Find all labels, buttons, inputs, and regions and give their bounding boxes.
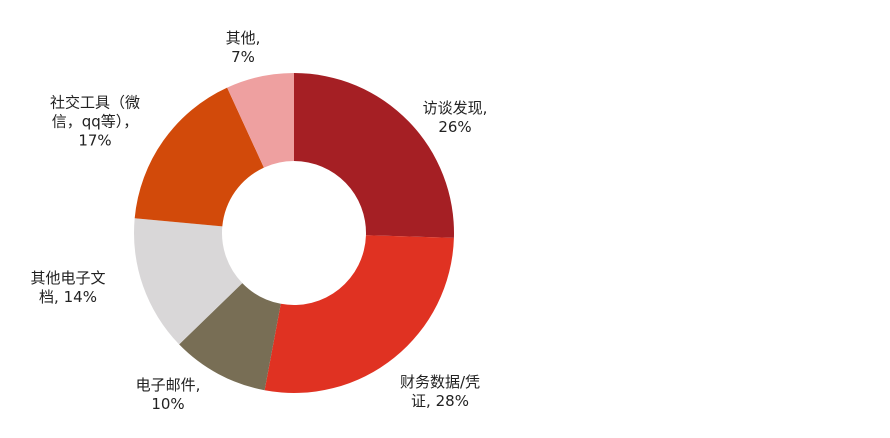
value-label: 7% [231, 48, 255, 66]
slice-label: 访谈发现, 26% [415, 99, 495, 137]
category-label: 社交工具（微信，qq等）， [49, 93, 140, 131]
value-label: 10% [151, 395, 185, 413]
donut-slice [134, 87, 264, 227]
category-label: 其他, [225, 29, 261, 47]
slice-label: 电子邮件, 10% [126, 376, 211, 414]
value-label: 17% [78, 131, 112, 150]
slice-label: 社交工具（微信，qq等）， 17% [36, 94, 154, 151]
donut-slice [294, 73, 454, 238]
value-label: 28% [435, 392, 469, 410]
slice-label: 其他电子文档, 14% [28, 269, 108, 307]
donut-slice [179, 283, 281, 391]
value-label: 26% [438, 118, 472, 136]
donut-slice [134, 218, 243, 345]
category-label: 其他电子文档, [30, 269, 106, 306]
category-label: 电子邮件, [135, 376, 201, 394]
category-label: 财务数据/凭证, [399, 373, 481, 410]
value-label: 14% [63, 288, 97, 306]
donut-slice [227, 73, 294, 168]
donut-slice [264, 235, 454, 393]
slice-label: 财务数据/凭证, 28% [394, 373, 486, 411]
slice-label: 其他, 7% [213, 29, 273, 67]
category-label: 访谈发现, [422, 99, 488, 117]
